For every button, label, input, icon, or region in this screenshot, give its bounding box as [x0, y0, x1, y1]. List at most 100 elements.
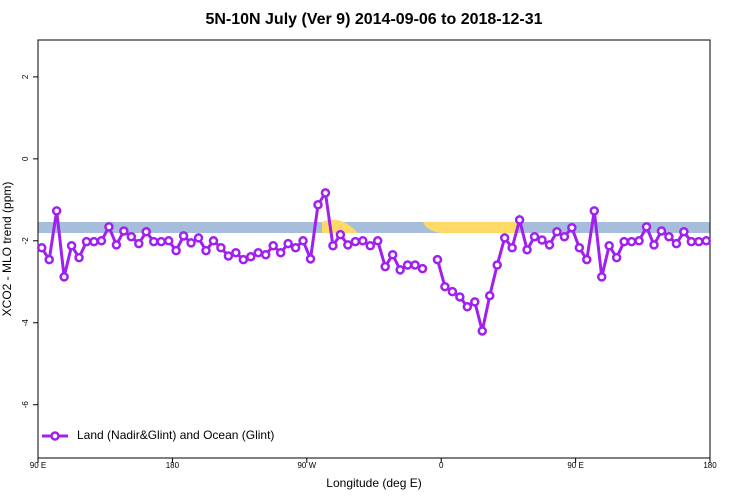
data-point	[447, 286, 458, 297]
data-point	[268, 240, 278, 251]
data-point	[387, 249, 398, 260]
legend-marker	[50, 431, 60, 441]
data-point	[66, 240, 77, 251]
data-point	[529, 231, 540, 242]
data-point	[544, 240, 555, 250]
data-point	[701, 236, 712, 246]
data-point	[171, 245, 181, 256]
y-tick-label: 2	[21, 74, 30, 79]
data-point	[462, 302, 473, 312]
data-point	[223, 251, 234, 261]
data-point	[81, 236, 92, 247]
data-point	[96, 236, 107, 246]
data-point	[290, 243, 301, 253]
data-point	[328, 240, 338, 251]
data-point	[589, 206, 600, 216]
data-point	[350, 236, 361, 247]
data-point	[656, 226, 667, 236]
data-point	[686, 236, 697, 247]
data-point	[238, 254, 249, 265]
data-point	[664, 231, 674, 242]
data-point	[492, 260, 502, 270]
data-point	[484, 290, 495, 301]
data-point	[51, 206, 62, 216]
legend-label: Land (Nadir&Glint) and Ocean (Glint)	[77, 428, 274, 442]
x-tick-label: 180	[166, 461, 180, 470]
x-tick-label: 90 W	[297, 461, 316, 470]
data-point	[111, 240, 122, 250]
data-point	[402, 260, 413, 270]
data-point	[313, 199, 323, 210]
data-point	[679, 227, 689, 237]
data-point	[163, 236, 174, 246]
data-point	[156, 236, 166, 247]
data-point	[567, 222, 577, 233]
data-point	[335, 229, 346, 240]
data-point	[470, 297, 480, 307]
data-point	[440, 281, 450, 292]
data-point	[59, 272, 69, 282]
data-point	[499, 233, 510, 243]
x-tick-label: 90 E	[567, 461, 583, 470]
data-point	[201, 245, 211, 256]
data-point	[395, 265, 405, 275]
data-point	[74, 252, 84, 263]
data-point	[455, 292, 465, 302]
data-point	[275, 247, 286, 258]
data-point	[216, 243, 226, 253]
data-point	[380, 261, 390, 272]
data-point	[365, 240, 376, 251]
data-point	[372, 236, 383, 246]
data-point	[417, 263, 428, 274]
coverage-patch	[423, 222, 518, 233]
data-point	[186, 238, 196, 248]
data-point	[626, 236, 637, 247]
data-point	[596, 272, 607, 282]
data-point	[298, 236, 308, 246]
data-point	[283, 238, 293, 249]
data-point	[358, 236, 368, 246]
coverage-band	[38, 222, 710, 233]
data-point	[141, 227, 152, 237]
data-point	[193, 233, 204, 243]
x-tick-label: 0	[439, 461, 444, 470]
data-point	[410, 260, 420, 270]
data-point	[634, 236, 644, 246]
data-point	[552, 227, 562, 237]
data-point	[507, 243, 517, 253]
chart-title: 5N-10N July (Ver 9) 2014-09-06 to 2018-1…	[205, 11, 542, 28]
data-point	[671, 238, 682, 249]
data-point	[343, 240, 353, 250]
x-tick-label: 90 E	[30, 461, 46, 470]
data-point	[694, 236, 704, 247]
data-point	[649, 240, 659, 250]
data-point	[320, 188, 331, 198]
data-point	[36, 243, 47, 253]
data-point	[514, 215, 525, 225]
y-tick-label: -2	[21, 237, 30, 245]
data-point	[44, 254, 54, 265]
y-tick-label: -4	[21, 319, 30, 327]
data-point	[148, 236, 159, 247]
data-point	[619, 236, 629, 247]
data-point	[178, 231, 189, 241]
data-point	[260, 249, 271, 260]
data-point	[305, 254, 316, 264]
y-axis-label: XCO2 - MLO trend (ppm)	[0, 182, 14, 317]
data-point	[559, 231, 570, 242]
data-point	[246, 252, 256, 262]
data-point	[641, 222, 652, 232]
data-point	[119, 226, 129, 236]
data-point	[126, 231, 137, 242]
data-point	[537, 235, 547, 245]
y-tick-label: -6	[21, 401, 30, 409]
x-tick-label: 180	[703, 461, 717, 470]
data-point	[604, 240, 614, 251]
data-point	[253, 247, 264, 258]
data-point	[432, 254, 443, 265]
data-line	[40, 188, 707, 332]
y-tick-label: 0	[21, 156, 30, 161]
data-point	[522, 245, 532, 255]
